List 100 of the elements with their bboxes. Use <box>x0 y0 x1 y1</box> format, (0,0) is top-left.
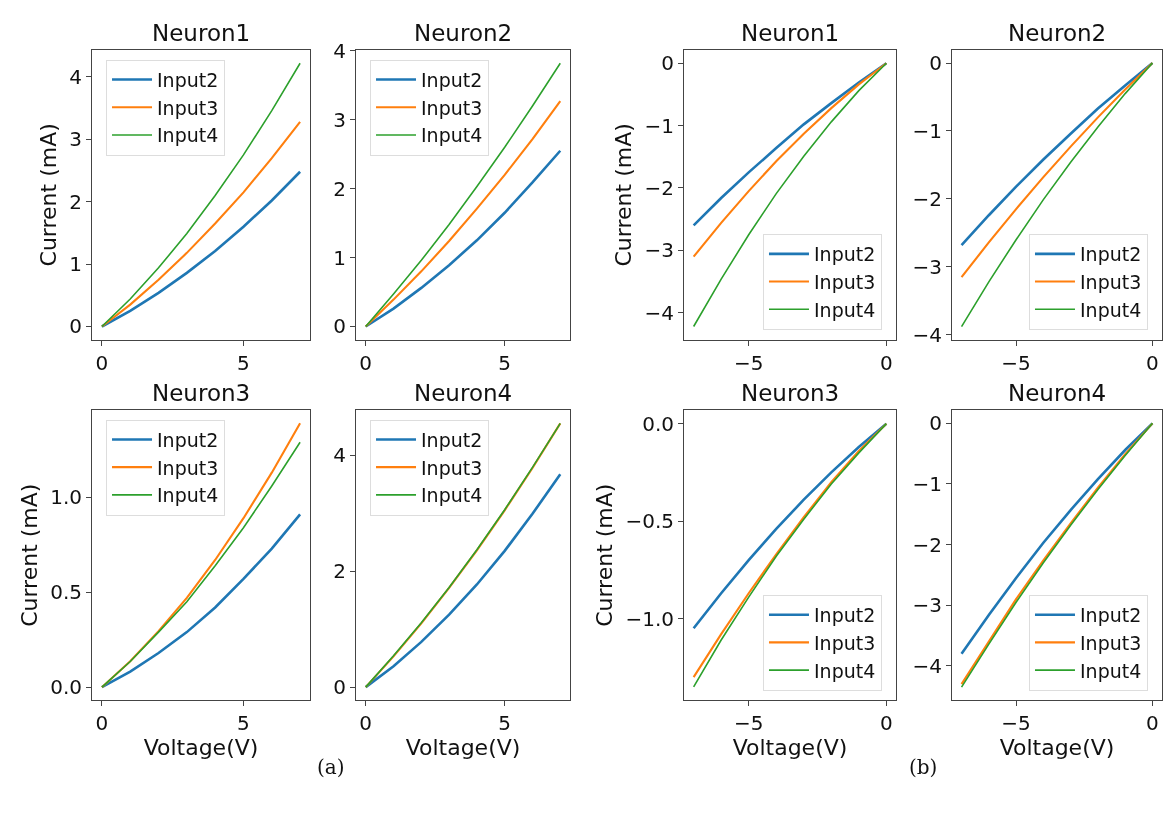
y-tick-label: 4 <box>333 443 346 468</box>
legend-label: Input4 <box>1079 298 1142 321</box>
x-tick-label: 5 <box>498 711 512 736</box>
y-tick-label: −3 <box>912 254 942 279</box>
line-series <box>100 120 302 328</box>
line-series <box>692 62 888 328</box>
x-tick-label: −5 <box>1001 350 1031 375</box>
x-axis-title: Voltage(V) <box>732 735 848 761</box>
chart-title: Neuron1 <box>741 20 840 46</box>
legend-label: Input2 <box>157 68 219 91</box>
legend-label: Input3 <box>1079 631 1142 654</box>
y-tick-label: 0 <box>333 314 346 339</box>
y-tick-label: −4 <box>644 300 674 325</box>
chart-title: Neuron3 <box>152 380 251 406</box>
x-axis-title: Voltage(V) <box>143 735 259 761</box>
x-tick-label: 0 <box>95 350 109 375</box>
legend-label: Input3 <box>813 270 876 293</box>
line-series <box>100 513 302 689</box>
x-tick-label: 5 <box>237 711 250 736</box>
x-tick-label: 5 <box>498 350 512 375</box>
line-series <box>101 62 301 328</box>
y-tick-label: −0.5 <box>625 509 674 534</box>
y-tick-label: −1 <box>644 113 674 138</box>
y-tick-label: 2 <box>69 189 82 214</box>
y-tick-label: −1 <box>912 118 942 143</box>
legend-label: Input3 <box>157 96 219 119</box>
legend-label: Input2 <box>157 428 219 451</box>
x-axis-title: Voltage(V) <box>405 735 521 761</box>
legend-label: Input3 <box>421 96 483 119</box>
line-series <box>364 149 562 328</box>
y-tick-label: 0 <box>69 314 82 339</box>
line-series <box>692 61 888 227</box>
text: (a) <box>317 755 345 779</box>
y-tick-label: 0 <box>661 51 674 76</box>
legend-label: Input4 <box>421 484 483 507</box>
y-tick-label: 4 <box>333 38 346 63</box>
x-tick-label: 0 <box>95 711 109 736</box>
x-tick-label: 0 <box>879 350 893 375</box>
y-tick-label: −4 <box>912 653 942 678</box>
y-axis-title: Current (mA) <box>16 483 42 627</box>
y-tick-label: 3 <box>333 107 346 132</box>
y-tick-label: 2 <box>333 176 346 201</box>
legend-label: Input4 <box>813 298 876 321</box>
y-axis-title: Current (mA) <box>592 483 618 627</box>
y-tick-label: −3 <box>912 593 942 618</box>
y-axis-title: Current (mA) <box>36 123 62 267</box>
y-tick-label: −2 <box>912 186 942 211</box>
legend-label: Input3 <box>1079 270 1142 293</box>
y-tick-label: 3 <box>69 127 82 152</box>
y-tick-label: −3 <box>644 238 674 263</box>
legend-label: Input2 <box>421 68 483 91</box>
x-tick-label: −5 <box>733 350 764 375</box>
y-tick-label: −4 <box>912 322 942 347</box>
y-tick-label: −1 <box>912 471 942 496</box>
y-tick-label: −2 <box>644 175 674 200</box>
y-tick-label: 1 <box>333 245 346 270</box>
legend-label: Input3 <box>813 631 876 654</box>
y-tick-label: 0 <box>333 675 346 700</box>
legend-label: Input3 <box>157 456 219 479</box>
legend-label: Input2 <box>1079 604 1142 627</box>
line-series <box>960 62 1154 328</box>
chart-title: Neuron2 <box>414 20 513 46</box>
x-tick-label: 0 <box>879 711 893 736</box>
legend-label: Input4 <box>421 124 483 147</box>
legend-label: Input4 <box>1079 659 1142 682</box>
x-tick-label: 0 <box>359 350 373 375</box>
x-tick-label: 0 <box>1146 711 1159 736</box>
x-tick-label: −5 <box>1001 711 1031 736</box>
chart-title: Neuron2 <box>1008 20 1107 46</box>
chart-title: Neuron1 <box>152 20 251 46</box>
legend-label: Input4 <box>157 124 219 147</box>
y-axis-title: Current (mA) <box>611 123 637 267</box>
x-tick-label: −5 <box>733 711 764 736</box>
x-tick-label: 0 <box>1146 350 1159 375</box>
y-tick-label: 0.0 <box>642 411 674 436</box>
y-tick-label: 4 <box>69 64 82 89</box>
text: (b) <box>909 755 938 779</box>
y-tick-label: −1.0 <box>625 606 674 631</box>
y-tick-label: 0.5 <box>50 580 82 605</box>
x-tick-label: 5 <box>237 350 250 375</box>
x-axis-title: Voltage(V) <box>999 735 1115 761</box>
line-series <box>100 170 302 328</box>
chart-title: Neuron4 <box>1008 380 1107 406</box>
legend-label: Input4 <box>157 484 219 507</box>
y-tick-label: 1.0 <box>50 485 82 510</box>
x-tick-label: 0 <box>359 711 373 736</box>
legend-label: Input2 <box>421 428 483 451</box>
chart-title: Neuron3 <box>741 380 840 406</box>
legend-label: Input3 <box>421 456 483 479</box>
y-tick-label: −2 <box>912 532 942 557</box>
legend-label: Input4 <box>813 659 876 682</box>
legend-label: Input2 <box>813 604 876 627</box>
y-tick-label: 0 <box>929 51 942 76</box>
y-tick-label: 0.0 <box>50 675 82 700</box>
legend-label: Input2 <box>1079 243 1142 266</box>
y-tick-label: 1 <box>69 252 82 277</box>
chart-title: Neuron4 <box>414 380 513 406</box>
legend-label: Input2 <box>813 243 876 266</box>
y-tick-label: 2 <box>333 559 346 584</box>
y-tick-label: 0 <box>929 411 942 436</box>
